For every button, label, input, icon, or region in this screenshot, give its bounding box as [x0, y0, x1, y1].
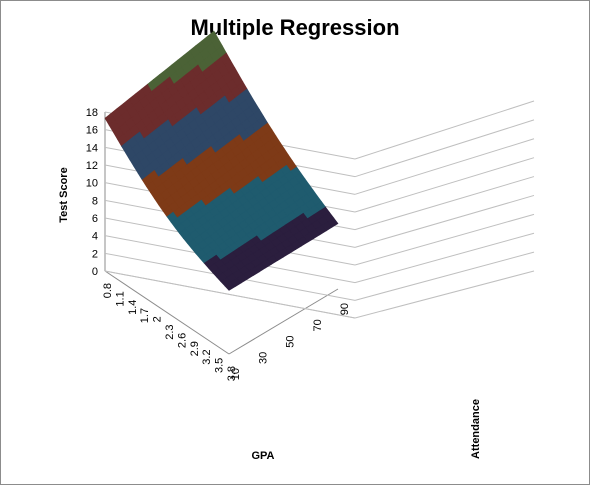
z-tick-label: 4: [92, 231, 98, 243]
gpa-axis-line: [104, 270, 230, 355]
z-tick-label: 18: [86, 107, 98, 119]
gridline-side: [354, 157, 535, 213]
gpa-tick-label: 3.8: [226, 366, 238, 381]
z-tick-label: 6: [92, 213, 98, 225]
attendance-tick-label: 50: [285, 336, 297, 348]
attendance-tick-label: 90: [339, 303, 351, 315]
x-axis-title: GPA: [251, 450, 274, 462]
z-tick-label: 12: [86, 160, 98, 172]
z-tick-label: 10: [86, 178, 98, 190]
z-tick-label: 14: [86, 142, 98, 154]
z-tick-label: 8: [92, 195, 98, 207]
z-axis-title: Test Score: [58, 167, 70, 222]
attendance-tick-label: 30: [257, 352, 269, 364]
gridline-side: [354, 119, 535, 178]
gpa-tick-label: 2.9: [189, 341, 201, 356]
attendance-tick-label: 70: [312, 319, 324, 331]
z-tick-label: 0: [92, 266, 98, 278]
gridline-side: [354, 232, 535, 284]
chart-title: Multiple Regression: [190, 15, 399, 40]
y-axis-title: Attendance: [470, 399, 482, 459]
z-axis-ticks: 0 2 4 6 8 10 12 14 16 18: [86, 107, 98, 278]
gridline-side: [354, 100, 535, 160]
gpa-tick-label: 3.2: [201, 349, 213, 364]
gpa-tick-label: 2.3: [164, 325, 176, 340]
gridline-side: [354, 138, 535, 195]
attendance-tick-label: 10: [230, 368, 242, 380]
surface-plot: [104, 30, 339, 291]
z-tick-label: 2: [92, 248, 98, 260]
surface-patch: [224, 281, 236, 291]
gridline-side: [354, 270, 535, 319]
z-tick-label: 16: [86, 125, 98, 137]
gridline-back: [104, 270, 356, 319]
gpa-tick-label: 0.8: [102, 283, 114, 298]
gpa-tick-label: 3.5: [214, 358, 226, 373]
gridline-side: [354, 194, 535, 248]
attendance-axis-line: [228, 288, 339, 355]
gridline-side: [354, 213, 535, 266]
gpa-tick-label: 1.4: [127, 300, 139, 315]
gpa-axis-ticks: 0.81.11.41.7 22.32.62.93.23.53.8: [102, 283, 238, 381]
gpa-tick-label: 2: [152, 316, 164, 322]
gpa-tick-label: 1.7: [139, 308, 151, 323]
attendance-axis-ticks: 10 30 50 70 90: [230, 303, 351, 380]
gpa-tick-label: 1.1: [114, 291, 126, 306]
gpa-tick-label: 2.6: [176, 333, 188, 348]
gridline-side: [354, 251, 535, 301]
gridline-side: [354, 176, 535, 231]
